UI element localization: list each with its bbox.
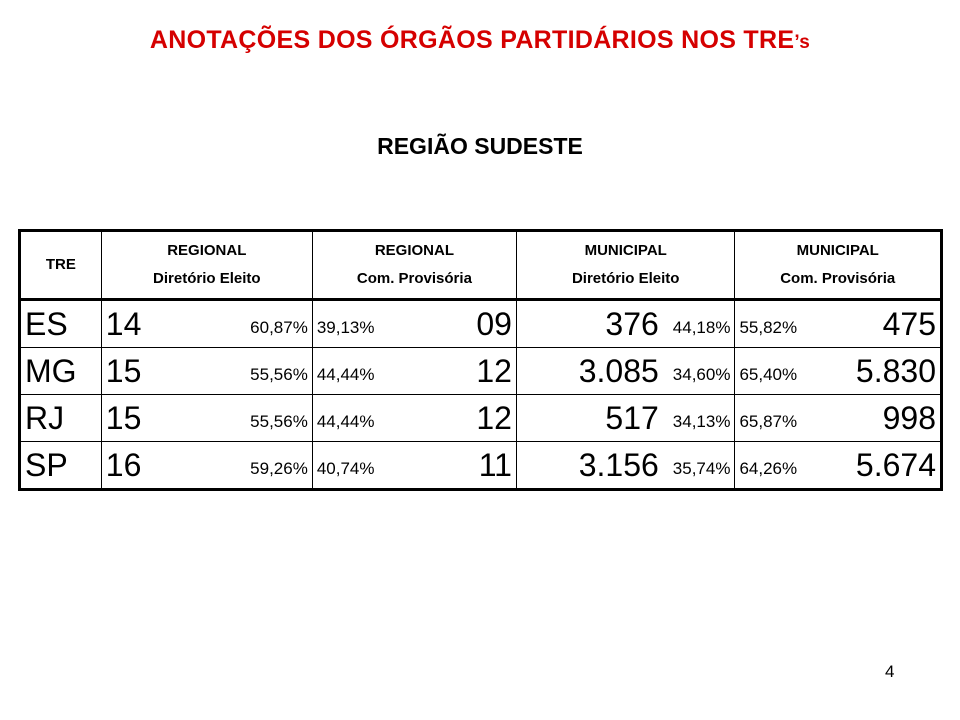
regional-diretorio-cell: 14 60,87% [100, 299, 313, 348]
regional-diretorio-count: 15 [105, 399, 142, 436]
header-label: REGIONAL [374, 242, 454, 259]
municipal-diretorio-pct: 34,60% [672, 365, 731, 384]
regional-diretorio-pct: 59,26% [250, 459, 308, 478]
tre-annotations-table: TRE REGIONAL Diretório Eleito REGIONAL Com… [18, 229, 943, 491]
municipal-diretorio-count: 376 [605, 305, 659, 342]
header-label: TRE [45, 256, 76, 273]
header-regional-diretorio: REGIONAL Diretório Eleito [100, 230, 313, 300]
municipal-diretorio-pct: 35,74% [672, 459, 731, 478]
table-row: RJ 15 55,56% 44,44% 12 517 34,13% 65,87% 998 [19, 394, 942, 442]
regional-diretorio-pct: 55,56% [250, 365, 308, 384]
header-sublabel: Diretório Eleito [153, 270, 261, 287]
municipal-diretorio-pct: 34,13% [672, 412, 731, 431]
municipal-diretorio-cell: 517 34,13% [515, 394, 736, 442]
regional-comissao-cell: 40,74% 11 [311, 441, 517, 490]
municipal-comissao-count: 475 [882, 305, 936, 342]
municipal-diretorio-cell: 3.085 34,60% [515, 347, 736, 395]
municipal-diretorio-pct: 44,18% [672, 318, 731, 337]
regional-diretorio-cell: 15 55,56% [100, 347, 313, 395]
regional-comissao-count: 12 [476, 399, 512, 436]
page-title: ANOTAÇÕES DOS ÓRGÃOS PARTIDÁRIOS NOS TRE… [0, 26, 960, 55]
header-regional-comissao: REGIONAL Com. Provisória [311, 230, 517, 300]
header-label: MUNICIPAL [584, 242, 667, 259]
regional-comissao-count: 12 [476, 352, 512, 389]
header-municipal-diretorio: MUNICIPAL Diretório Eleito [515, 230, 736, 300]
tre-state-cell: RJ [19, 394, 102, 442]
municipal-comissao-cell: 65,87% 998 [734, 394, 942, 442]
region-subtitle: REGIÃO SUDESTE [377, 133, 583, 159]
header-label: REGIONAL [167, 242, 247, 259]
municipal-comissao-count: 5.674 [855, 446, 936, 483]
municipal-diretorio-count: 3.085 [578, 352, 659, 389]
regional-diretorio-cell: 15 55,56% [100, 394, 313, 442]
regional-comissao-pct: 44,44% [316, 412, 375, 431]
regional-diretorio-count: 14 [105, 305, 142, 342]
regional-diretorio-count: 15 [105, 352, 142, 389]
header-sublabel: Diretório Eleito [571, 270, 680, 287]
page-title-main: ANOTAÇÕES DOS ÓRGÃOS PARTIDÁRIOS NOS TRE [149, 26, 795, 54]
regional-diretorio-pct: 60,87% [250, 318, 308, 337]
tre-state: MG [25, 352, 77, 389]
municipal-diretorio-count: 3.156 [578, 446, 659, 483]
municipal-comissao-cell: 55,82% 475 [734, 299, 942, 348]
table-header-row: TRE REGIONAL Diretório Eleito REGIONAL Com… [19, 230, 942, 300]
municipal-diretorio-count: 517 [605, 399, 659, 436]
municipal-comissao-pct: 64,26% [739, 459, 798, 478]
tre-state: RJ [25, 399, 65, 436]
municipal-comissao-pct: 65,87% [739, 412, 798, 431]
tre-state: ES [25, 305, 68, 342]
header-label: MUNICIPAL [796, 242, 879, 259]
regional-comissao-cell: 44,44% 12 [311, 394, 517, 442]
municipal-comissao-count: 998 [882, 399, 936, 436]
regional-diretorio-pct: 55,56% [250, 412, 308, 431]
tre-state-cell: SP [19, 441, 102, 490]
municipal-comissao-pct: 55,82% [739, 318, 798, 337]
regional-comissao-count: 11 [478, 446, 512, 483]
regional-comissao-cell: 39,13% 09 [311, 299, 517, 348]
municipal-comissao-cell: 64,26% 5.674 [734, 441, 942, 490]
header-sublabel: Com. Provisória [356, 270, 472, 287]
tre-state-cell: ES [19, 299, 102, 348]
regional-comissao-pct: 39,13% [316, 318, 375, 337]
regional-comissao-pct: 44,44% [316, 365, 375, 384]
header-municipal-comissao: MUNICIPAL Com. Provisória [734, 230, 942, 300]
regional-comissao-pct: 40,74% [316, 459, 375, 478]
table-row: ES 14 60,87% 39,13% 09 376 44,18% 55,82% 475 [19, 299, 942, 348]
table-row: SP 16 59,26% 40,74% 11 3.156 35,74% 64,26% 5.674 [19, 441, 942, 490]
header-tre: TRE [19, 230, 102, 300]
header-sublabel: Com. Provisória [780, 270, 896, 287]
municipal-comissao-count: 5.830 [855, 352, 936, 389]
regional-diretorio-count: 16 [105, 446, 142, 483]
municipal-diretorio-cell: 376 44,18% [515, 299, 736, 348]
table-row: MG 15 55,56% 44,44% 12 3.085 34,60% 65,40% 5.830 [19, 347, 942, 395]
page-number: 4 [885, 662, 895, 681]
tre-state-cell: MG [19, 347, 102, 395]
page-title-suffix: ’s [794, 32, 811, 53]
tre-state: SP [25, 446, 68, 483]
regional-comissao-count: 09 [476, 305, 512, 342]
regional-comissao-cell: 44,44% 12 [311, 347, 517, 395]
municipal-comissao-pct: 65,40% [739, 365, 798, 384]
municipal-comissao-cell: 65,40% 5.830 [734, 347, 942, 395]
municipal-diretorio-cell: 3.156 35,74% [515, 441, 736, 490]
regional-diretorio-cell: 16 59,26% [100, 441, 313, 490]
